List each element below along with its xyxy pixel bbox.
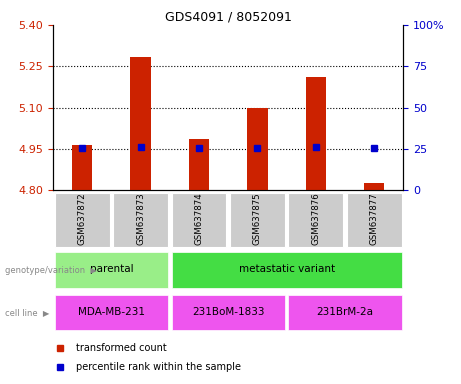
Text: GSM637877: GSM637877 [370, 192, 378, 245]
Text: genotype/variation  ▶: genotype/variation ▶ [5, 266, 96, 275]
Bar [288, 193, 343, 247]
Bar [55, 295, 168, 330]
Text: GSM637873: GSM637873 [136, 192, 145, 245]
Text: GSM637875: GSM637875 [253, 192, 262, 245]
Bar [288, 295, 402, 330]
Text: GSM637872: GSM637872 [78, 192, 87, 245]
Bar [130, 56, 151, 190]
Text: cell line  ▶: cell line ▶ [5, 308, 49, 317]
Text: parental: parental [89, 264, 133, 274]
Bar [72, 145, 92, 190]
Bar [55, 193, 110, 247]
Bar [113, 193, 168, 247]
Text: percentile rank within the sample: percentile rank within the sample [76, 362, 241, 372]
Bar [189, 139, 209, 190]
Title: GDS4091 / 8052091: GDS4091 / 8052091 [165, 11, 292, 24]
Bar [171, 295, 285, 330]
Text: GSM637874: GSM637874 [195, 192, 203, 245]
Text: transformed count: transformed count [76, 343, 166, 353]
Text: GSM637876: GSM637876 [311, 192, 320, 245]
Bar [55, 252, 168, 288]
Text: 231BrM-2a: 231BrM-2a [317, 306, 373, 316]
Text: MDA-MB-231: MDA-MB-231 [78, 306, 145, 316]
Bar [171, 252, 402, 288]
Bar [347, 193, 402, 247]
Bar [230, 193, 285, 247]
Bar [306, 77, 326, 190]
Bar [247, 108, 267, 190]
Text: metastatic variant: metastatic variant [238, 264, 335, 274]
Text: 231BoM-1833: 231BoM-1833 [192, 306, 265, 316]
Bar [171, 193, 226, 247]
Bar [364, 183, 384, 190]
